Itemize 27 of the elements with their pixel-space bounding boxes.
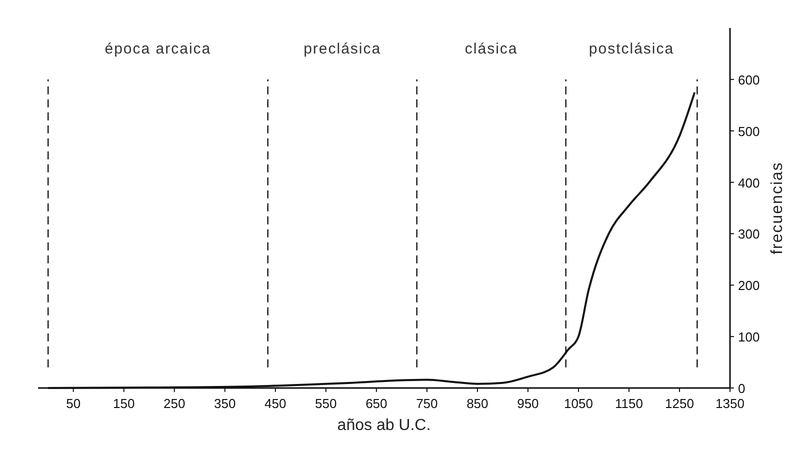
x-tick-label: 650: [366, 396, 388, 411]
x-tick-label: 850: [466, 396, 488, 411]
y-tick-label: 0: [738, 381, 746, 396]
annotation: época arcaica: [104, 40, 212, 58]
x-tick-label: 1250: [665, 396, 694, 411]
x-tick-label: 1350: [716, 396, 744, 411]
annotation: clásica: [464, 40, 518, 58]
x-tick-label: 150: [113, 396, 135, 411]
x-tick-label: 450: [264, 396, 286, 411]
x-tick-label: 1050: [564, 396, 593, 411]
x-tick-label: 50: [66, 396, 81, 411]
y-axis-title: frecuencias: [769, 162, 786, 254]
x-tick-label: 750: [416, 396, 438, 411]
y-tick-label: 200: [738, 278, 760, 294]
y-tick-label: 100: [738, 330, 760, 345]
annotation: preclásica: [304, 40, 382, 58]
annotation: postclásica: [588, 40, 674, 58]
x-tick-label: 950: [517, 396, 539, 411]
y-tick-label: 400: [738, 175, 760, 190]
y-tick-label: 500: [738, 124, 760, 139]
x-axis-title: años ab U.C.: [337, 417, 431, 434]
x-tick-label: 1150: [614, 396, 643, 411]
x-tick-label: 250: [164, 396, 186, 411]
x-tick-label: 350: [214, 396, 236, 411]
y-tick-label: 300: [738, 226, 760, 242]
x-tick-label: 550: [315, 396, 337, 411]
y-tick-label: 600: [738, 72, 760, 88]
